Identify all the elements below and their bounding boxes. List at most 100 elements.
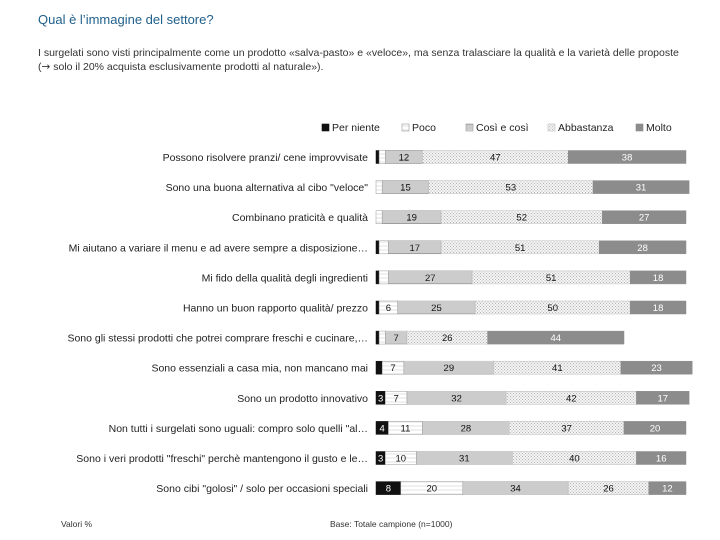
- bar-row: Sono i veri prodotti "freschi" perchè ma…: [76, 451, 687, 465]
- data-label-cosi-e-cosi: 28: [461, 423, 472, 434]
- data-label-abbastanza: 50: [547, 303, 558, 314]
- bar-segment-molto: [629, 300, 687, 315]
- data-label-per-niente: 3: [378, 454, 383, 465]
- page-title: Qual è l’immagine del settore?: [38, 12, 214, 27]
- bar-segment-poco: [375, 210, 383, 224]
- bar-row: Mi aiutano a variare il menu e ad avere …: [69, 240, 687, 255]
- data-label-abbastanza: 40: [569, 454, 580, 465]
- data-label-per-niente: 8: [386, 484, 391, 495]
- bar-segment-poco: [378, 270, 389, 285]
- category-label: Sono essenziali a casa mia, non mancano …: [151, 363, 368, 375]
- category-label: Sono gli stessi prodotti che potrei comp…: [67, 333, 368, 345]
- data-label-poco: 7: [390, 363, 395, 374]
- legend-label-poco: Poco: [412, 122, 436, 134]
- subtitle-text-1: I surgelati sono visti principalmente co…: [38, 47, 679, 73]
- data-label-poco: 7: [394, 393, 399, 404]
- legend-label-per-niente: Per niente: [332, 122, 380, 134]
- chart-legend: Per niente Poco Così e così Abbastanza Molto: [321, 122, 672, 134]
- bar-segment-molto: [648, 481, 687, 495]
- data-label-cosi-e-cosi: 25: [431, 303, 442, 314]
- bar-segment-poco: [378, 150, 386, 164]
- data-label-abbastanza: 26: [603, 484, 614, 495]
- data-label-poco: 10: [396, 454, 407, 465]
- data-label-poco: 11: [401, 423, 411, 434]
- legend-label-molto: Molto: [646, 122, 672, 134]
- bar-row: Mi fido della qualità degli ingredienti 1…: [202, 270, 687, 285]
- data-label-extra: 20: [649, 333, 660, 344]
- data-label-molto: 20: [650, 423, 661, 434]
- legend-label-cosi-e-cosi: Così e così: [476, 122, 529, 134]
- data-label-cosi-e-cosi: 34: [510, 484, 521, 495]
- data-label-poco: 6: [386, 303, 391, 314]
- category-label: Sono una buona alternativa al cibo "velo…: [166, 182, 369, 194]
- data-label-molto: 31: [636, 183, 647, 194]
- bar-segment-molto: [592, 180, 690, 194]
- data-label-cosi-e-cosi: 29: [444, 363, 455, 374]
- bar-segment-poco: [378, 240, 389, 255]
- data-label-cosi-e-cosi: 15: [400, 183, 411, 194]
- bar-segment-molto: [636, 451, 687, 465]
- bar-row: Non tutti i surgelati sono uguali: compr…: [109, 421, 687, 435]
- subtitle-text-2: solo il 20% acquista esclusivamente prod…: [50, 61, 324, 73]
- data-label-abbastanza: 37: [561, 423, 572, 434]
- data-label-molto: 12: [662, 484, 673, 495]
- arrow-right-icon: →: [41, 61, 51, 73]
- data-label-abbastanza: 51: [546, 273, 557, 284]
- legend-swatch-poco: [401, 123, 410, 132]
- data-label-molto: 18: [653, 303, 664, 314]
- data-label-poco: 20: [427, 484, 438, 495]
- data-label-cosi-e-cosi: 27: [425, 273, 436, 284]
- category-label: Possono risolvere pranzi/ cene improvvis…: [163, 152, 369, 164]
- data-label-abbastanza: 47: [490, 153, 501, 164]
- data-label-cosi-e-cosi: 7: [394, 333, 399, 344]
- bar-segment-poco: [375, 180, 383, 194]
- data-label-cosi-e-cosi: 12: [399, 153, 410, 164]
- base-note: Base: Totale campione (n=1000): [330, 519, 453, 529]
- bar-row: Sono un prodotto innovativo 3 7 32 42 17: [237, 391, 690, 405]
- data-label-cosi-e-cosi: 32: [451, 393, 462, 404]
- bar-segment-molto: [602, 210, 687, 224]
- data-label-abbastanza: 42: [566, 393, 577, 404]
- category-label: Sono cibi "golosi" / solo per occasioni …: [156, 483, 368, 495]
- data-label-abbastanza: 52: [516, 213, 527, 224]
- bar-segment-molto: [567, 150, 687, 164]
- bar-segment-molto: [598, 240, 687, 255]
- data-label-molto: 16: [656, 454, 667, 465]
- legend-swatch-molto: [635, 123, 644, 132]
- data-label-molto: 18: [653, 273, 664, 284]
- data-label-molto: 17: [657, 393, 668, 404]
- category-label: Mi aiutano a variare il menu e ad avere …: [69, 242, 368, 254]
- category-label: Sono i veri prodotti "freschi" perchè ma…: [76, 453, 368, 465]
- category-label: Mi fido della qualità degli ingredienti: [202, 272, 368, 284]
- data-label-per-niente: 2: [378, 363, 383, 374]
- bar-segment-molto: [623, 421, 687, 435]
- bar-row: Combinano praticità e qualità2195227: [232, 210, 687, 224]
- legend-swatch-cosi-e-cosi: [465, 123, 474, 132]
- bar-segment-molto: [636, 391, 690, 405]
- data-label-cosi-e-cosi: 31: [459, 454, 470, 465]
- data-label-abbastanza: 53: [506, 183, 517, 194]
- bar-segment-poco: [378, 330, 386, 345]
- data-label-molto: 27: [639, 213, 650, 224]
- data-label-cosi-e-cosi: 19: [406, 213, 417, 224]
- bar-row: Sono cibi "golosi" / solo per occasioni …: [156, 481, 687, 495]
- category-label: Combinano praticità e qualità: [232, 212, 368, 224]
- data-label-abbastanza: 26: [442, 333, 453, 344]
- legend-swatch-per-niente: [321, 123, 330, 132]
- bar-segment-molto: [629, 270, 687, 285]
- data-label-molto: 38: [622, 153, 633, 164]
- bar-row: Sono una buona alternativa al cibo "velo…: [166, 180, 690, 194]
- bar-row: Sono essenziali a casa mia, non mancano …: [151, 360, 693, 375]
- data-label-per-niente: 3: [378, 393, 383, 404]
- data-label-abbastanza: 51: [515, 243, 526, 254]
- data-label-molto: 44: [551, 333, 562, 344]
- data-label-cosi-e-cosi: 17: [409, 243, 420, 254]
- bar-row: Possono risolvere pranzi/ cene improvvis…: [163, 150, 687, 164]
- page-subtitle: I surgelati sono visti principalmente co…: [38, 46, 688, 74]
- bar-row: Hanno un buon rapporto qualità/ prezzo16…: [183, 300, 687, 315]
- bar-row: Sono gli stessi prodotti che potrei comp…: [67, 330, 625, 345]
- data-label-per-niente: 4: [380, 423, 385, 434]
- bar-segment-molto: [487, 330, 625, 345]
- data-label-abbastanza: 41: [552, 363, 563, 374]
